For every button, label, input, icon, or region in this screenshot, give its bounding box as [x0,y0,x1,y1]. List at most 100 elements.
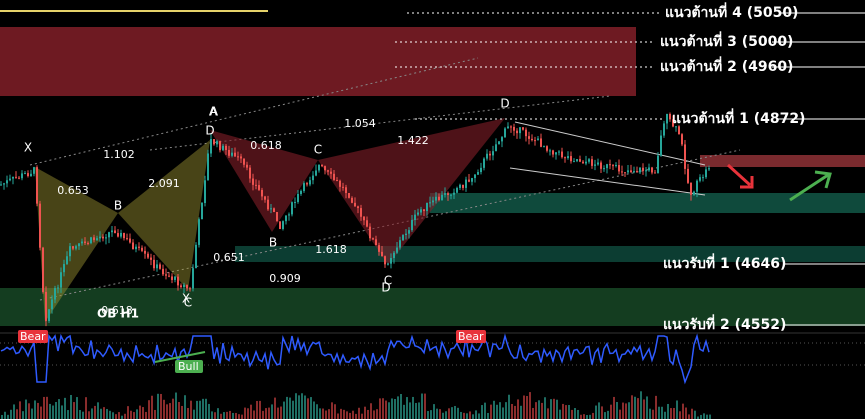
histogram-bar [181,405,183,419]
histogram-bar [46,396,48,419]
histogram-bar [583,414,585,419]
indicator-grid [0,342,865,366]
histogram-bar [112,412,114,419]
histogram-bar [364,406,366,419]
histogram-bar [268,407,270,419]
histogram-bar [49,403,51,419]
candle-body [651,167,653,173]
histogram-bar [310,397,312,419]
candle-body [273,208,275,213]
candle-body [636,171,638,173]
candle-body [231,152,233,156]
badge [18,330,48,343]
histogram-bar [487,412,489,419]
candle-body [102,236,104,239]
histogram-bar [568,404,570,419]
candle-body [219,141,221,151]
histogram-bar [478,413,480,419]
histogram-bar [97,402,99,419]
ratio-label: 0.618 [101,304,133,317]
histogram-bar [652,409,654,419]
histogram-bar [229,410,231,419]
candle-body [18,177,20,179]
candle-body [126,238,128,240]
candles [0,112,710,327]
histogram-bar [166,404,168,419]
candle-body [432,200,434,203]
histogram-bar [427,411,429,419]
histogram-bar [643,399,645,419]
histogram-bar [85,397,87,419]
histogram-bar [595,405,597,419]
channel [29,57,741,301]
candle-body [540,138,542,147]
candle-body [66,256,68,265]
zone-label: OB H1 [97,307,139,321]
histogram-bar [484,402,486,419]
candle-body [645,170,647,172]
candle-body [45,291,47,321]
candle-body [189,288,191,290]
histogram-bar [673,407,675,419]
candle-body [237,156,239,158]
candle-body [498,141,500,145]
histogram-bar [625,403,627,419]
candle-body [708,168,710,170]
candle-body [465,179,467,188]
candle-body [228,149,230,156]
candle-body [534,140,536,142]
candle-body [282,221,284,229]
candle-body [660,135,662,156]
candle-body [168,275,170,277]
candle-body [279,221,281,229]
ratio-label: 1.102 [103,148,135,161]
candle-body [393,252,395,258]
histogram-bar [520,405,522,419]
histogram-bar [343,409,345,419]
histogram-bar [91,408,93,419]
histogram-bar [670,408,672,419]
candle-body [72,246,74,249]
histogram-bar [481,405,483,419]
candle-body [252,178,254,185]
histogram-bar [190,400,192,419]
histogram-bar [571,409,573,419]
histogram-bar [253,410,255,419]
ratio-label: 0.909 [269,272,301,285]
histogram-bar [616,401,618,419]
histogram-bar [658,406,660,419]
candle-body [96,238,98,241]
histogram-bar [694,410,696,419]
candle-body [579,159,581,162]
histogram-bar [415,402,417,419]
candle-body [63,264,65,273]
candle-body [567,156,569,159]
candle-body [291,202,293,215]
candle-body [414,214,416,221]
histogram-bar [232,412,234,419]
histogram-bar [655,395,657,419]
candle-body [648,167,650,171]
candle-body [453,192,455,195]
histogram-bar [136,409,138,419]
candle-body [240,156,242,159]
histogram-bar [601,406,603,419]
candle-body [531,138,533,141]
histogram-bar [550,399,552,419]
histogram-bar [676,400,678,419]
histogram-bar [640,391,642,419]
histogram-bar [517,399,519,419]
candle-body [99,236,101,239]
histogram-bar [79,410,81,419]
histogram-bar [442,412,444,419]
badge-text: Bull [178,360,199,373]
candle-body [525,129,527,137]
histogram-bar [475,410,477,419]
candle-body [114,230,116,234]
histogram-bar [388,402,390,419]
histogram-bar [247,408,249,419]
candle-body [351,197,353,203]
candle-body [642,167,644,171]
candle-body [123,232,125,239]
candle-body [159,264,161,269]
